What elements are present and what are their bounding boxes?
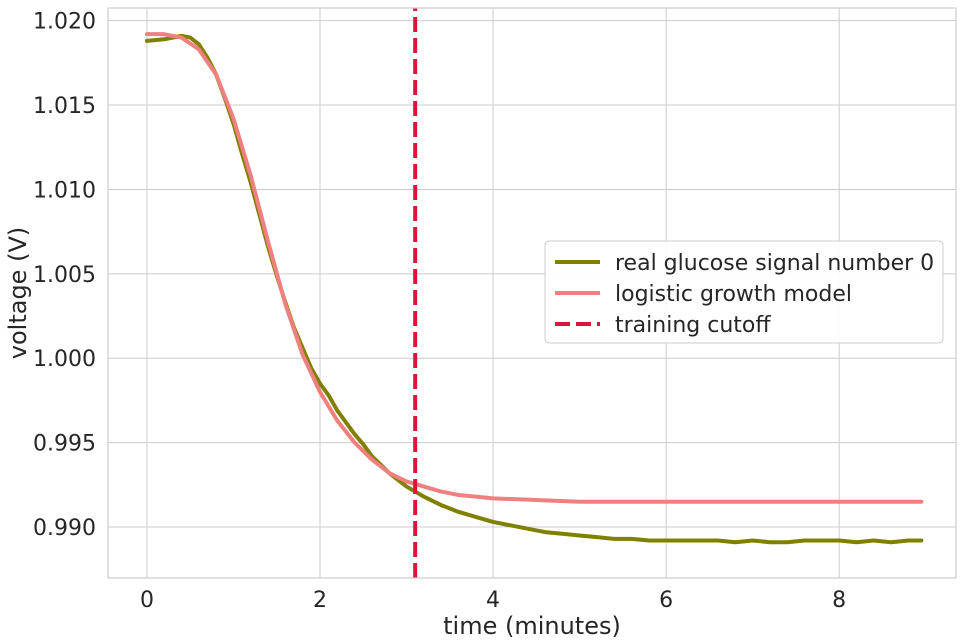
x-tick-label: 2: [313, 588, 327, 613]
legend: real glucose signal number 0 logistic gro…: [544, 240, 944, 344]
x-tick-label: 4: [486, 588, 500, 613]
y-tick-label: 1.005: [33, 263, 96, 288]
grid: [108, 8, 956, 578]
series-layer: [144, 8, 924, 578]
y-tick-label: 1.015: [33, 94, 96, 119]
x-tick-label: 0: [140, 588, 154, 613]
legend-label: real glucose signal number 0: [615, 251, 934, 276]
ticks: 0 2 4 6 8 0.990 0.995 1.000 1.005 1.010 1.015 1.020: [33, 10, 846, 613]
x-axis-title: time (minutes): [443, 612, 621, 640]
y-tick-label: 0.990: [33, 516, 96, 541]
legend-label: logistic growth model: [615, 282, 852, 307]
plot-frame: [107, 7, 957, 579]
x-tick-label: 6: [659, 588, 673, 613]
y-tick-label: 1.000: [33, 347, 96, 372]
y-tick-label: 1.010: [33, 178, 96, 203]
y-tick-label: 1.020: [33, 10, 96, 35]
legend-box: [544, 240, 944, 344]
y-axis-title: voltage (V): [4, 227, 32, 359]
y-tick-label: 0.995: [33, 432, 96, 457]
legend-label: training cutoff: [615, 313, 771, 338]
series-line-1: [144, 32, 924, 504]
x-tick-label: 8: [832, 588, 846, 613]
